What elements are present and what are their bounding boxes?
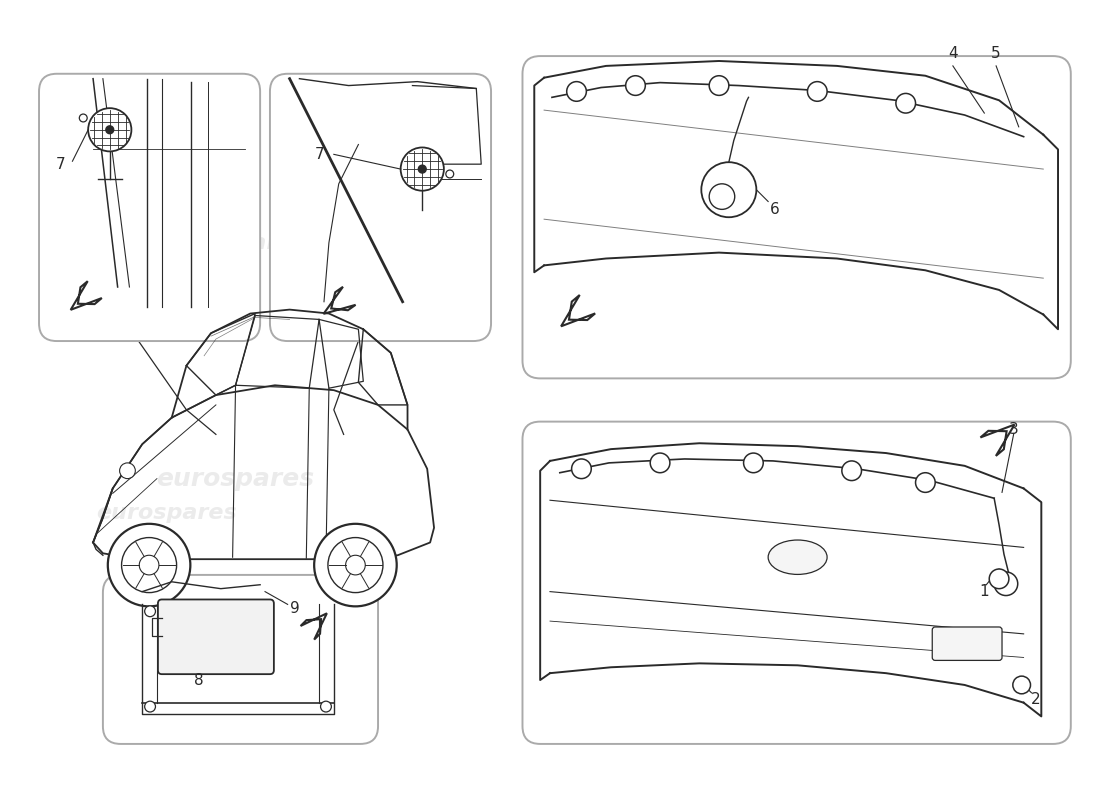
Circle shape — [418, 165, 426, 173]
Circle shape — [145, 606, 155, 617]
Circle shape — [702, 162, 757, 218]
Circle shape — [88, 108, 131, 151]
Circle shape — [989, 569, 1009, 589]
Text: 3: 3 — [1009, 422, 1019, 437]
Text: 5: 5 — [991, 46, 1001, 61]
Circle shape — [807, 82, 827, 102]
FancyBboxPatch shape — [103, 575, 378, 744]
Polygon shape — [561, 295, 595, 326]
Circle shape — [328, 538, 383, 593]
Text: 6: 6 — [770, 202, 780, 217]
Circle shape — [626, 76, 646, 95]
Text: eurospares: eurospares — [97, 503, 238, 523]
Circle shape — [994, 572, 1018, 595]
Polygon shape — [323, 287, 355, 314]
Text: 7: 7 — [315, 147, 323, 162]
Circle shape — [79, 114, 87, 122]
Circle shape — [320, 701, 331, 712]
Circle shape — [108, 524, 190, 606]
Text: 8: 8 — [195, 673, 204, 688]
Ellipse shape — [768, 540, 827, 574]
FancyBboxPatch shape — [270, 74, 491, 341]
Text: eurospares: eurospares — [723, 535, 872, 559]
Circle shape — [744, 453, 763, 473]
Circle shape — [895, 94, 915, 113]
FancyBboxPatch shape — [39, 74, 260, 341]
FancyBboxPatch shape — [522, 422, 1070, 744]
Text: 1: 1 — [979, 584, 989, 599]
Circle shape — [120, 463, 135, 478]
Circle shape — [315, 524, 397, 606]
Text: 9: 9 — [289, 601, 299, 616]
FancyBboxPatch shape — [932, 627, 1002, 660]
FancyBboxPatch shape — [522, 56, 1070, 378]
Text: eurospares: eurospares — [156, 466, 315, 490]
Circle shape — [572, 459, 592, 478]
Text: 4: 4 — [948, 46, 958, 61]
Circle shape — [145, 701, 155, 712]
Circle shape — [122, 538, 177, 593]
Circle shape — [400, 147, 444, 190]
Circle shape — [345, 555, 365, 575]
Circle shape — [710, 76, 729, 95]
Circle shape — [710, 184, 735, 210]
Circle shape — [1013, 676, 1031, 694]
Text: 7: 7 — [56, 157, 66, 172]
Circle shape — [915, 473, 935, 492]
Circle shape — [446, 170, 453, 178]
Circle shape — [566, 82, 586, 102]
Text: eurospares: eurospares — [723, 170, 872, 194]
Text: 2: 2 — [1031, 692, 1041, 707]
Polygon shape — [300, 614, 327, 639]
Circle shape — [106, 126, 113, 134]
Circle shape — [650, 453, 670, 473]
Polygon shape — [980, 425, 1014, 456]
Text: eurospares: eurospares — [165, 233, 306, 253]
Circle shape — [842, 461, 861, 481]
Polygon shape — [70, 281, 102, 310]
Circle shape — [140, 555, 158, 575]
FancyBboxPatch shape — [158, 599, 274, 674]
